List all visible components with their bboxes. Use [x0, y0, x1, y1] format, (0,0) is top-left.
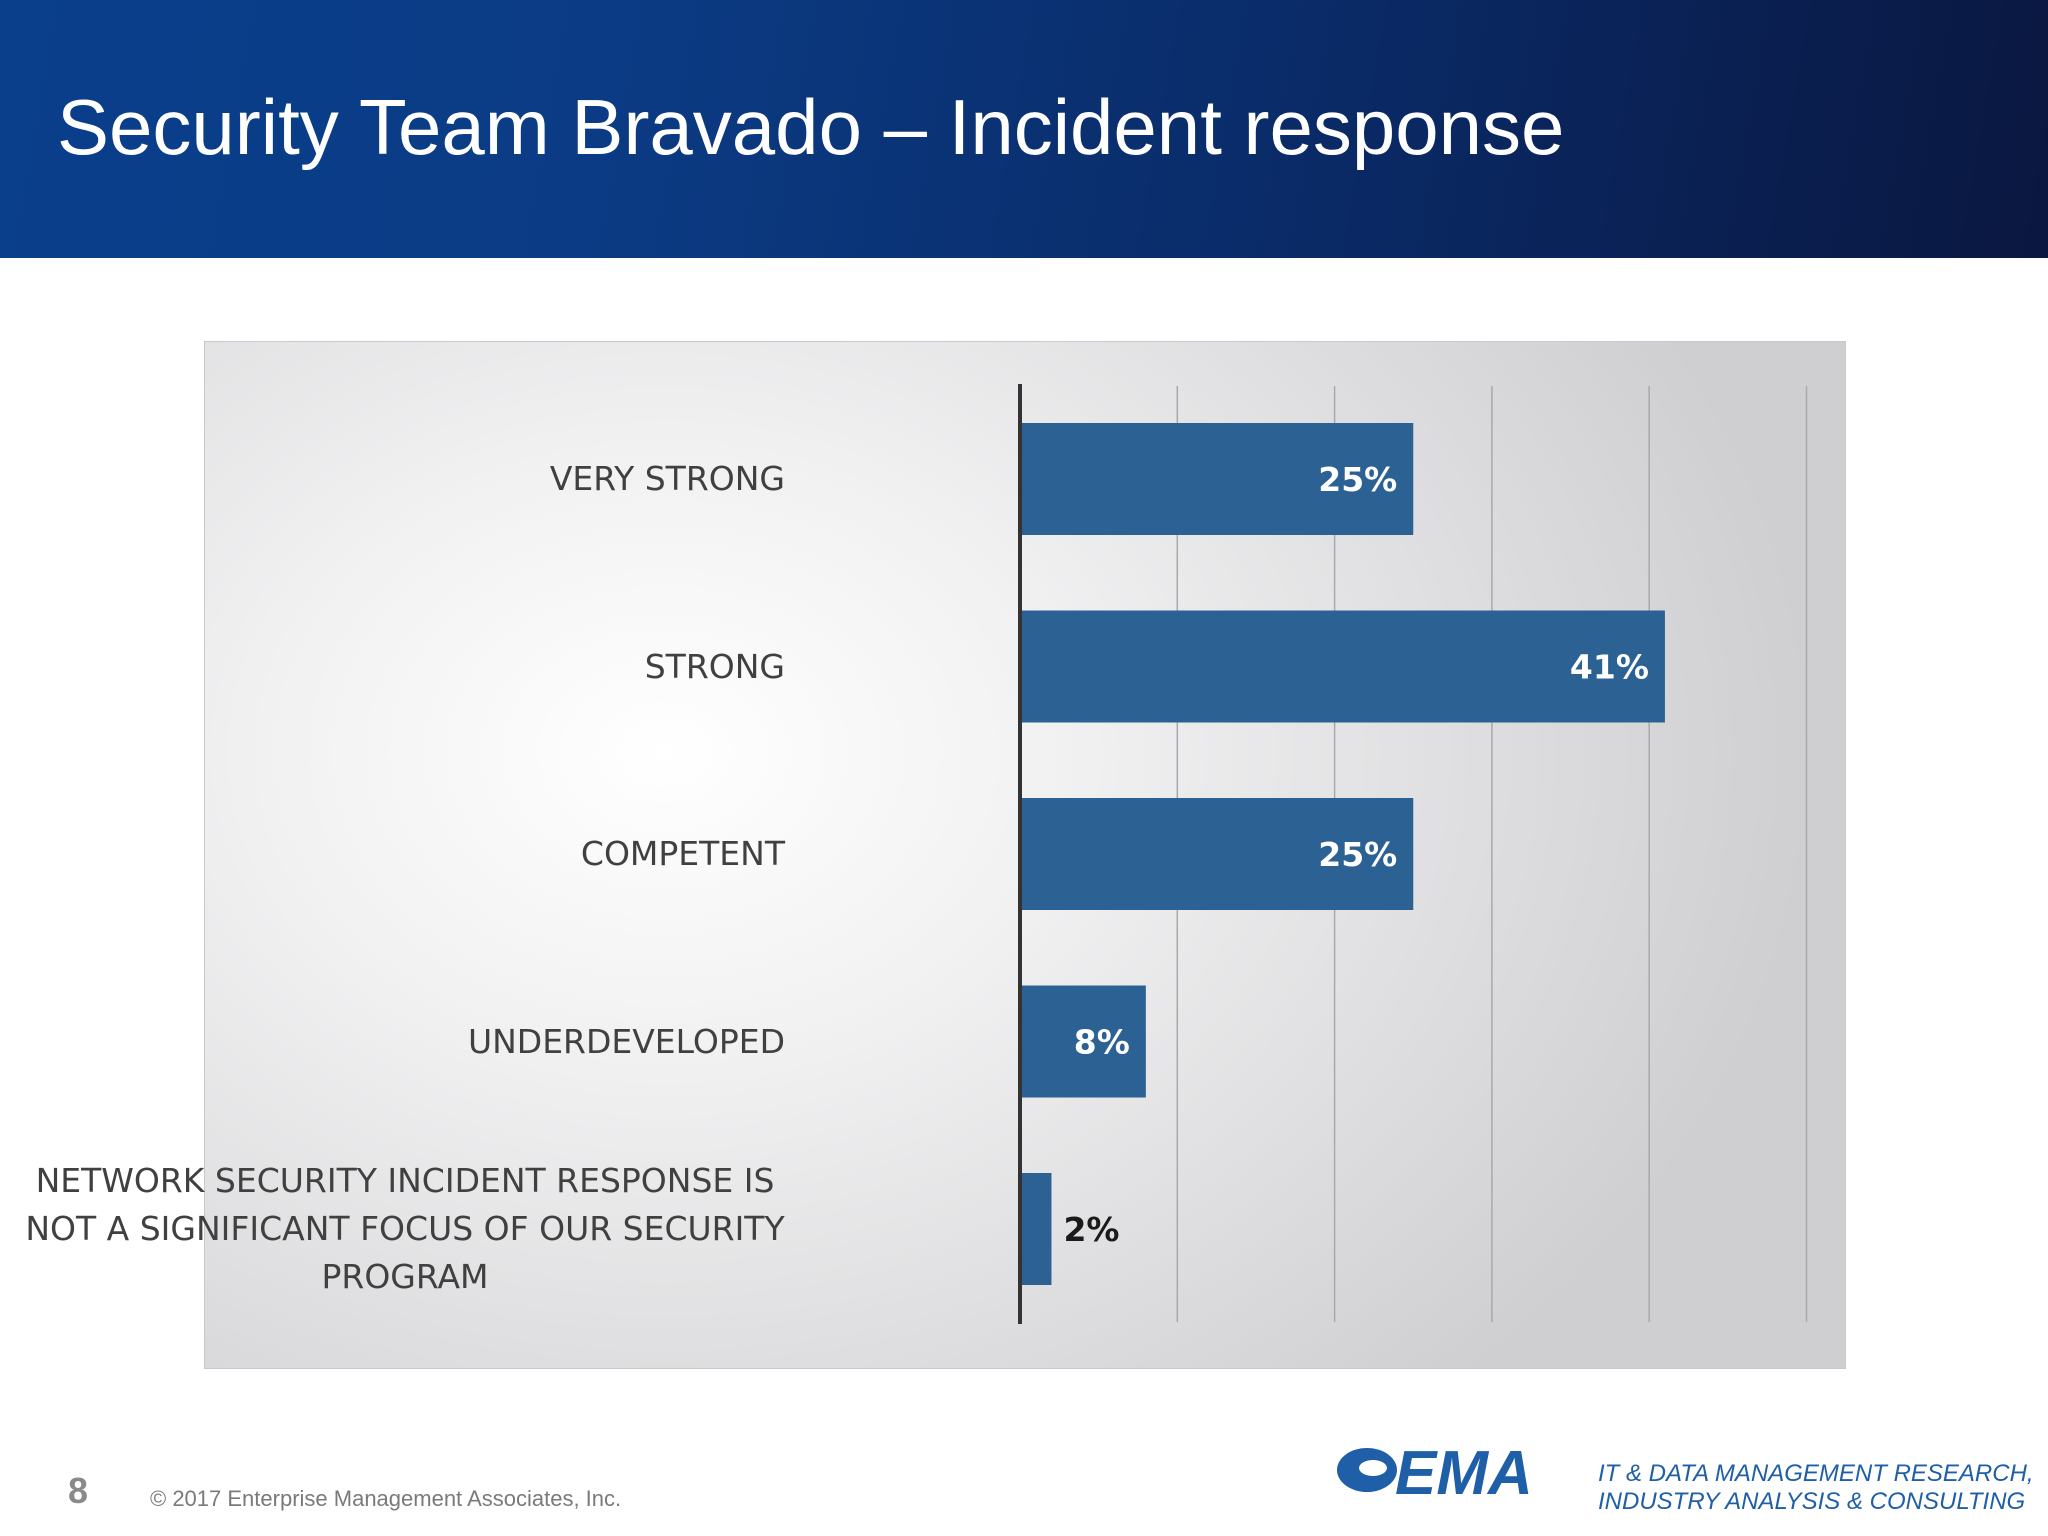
category-label-line: PROGRAM — [321, 1257, 489, 1296]
category-label: STRONG — [25, 643, 785, 691]
bar — [1020, 798, 1414, 910]
bar — [1020, 610, 1665, 723]
category-label: UNDERDEVELOPED — [25, 1018, 785, 1066]
category-label-line: COMPETENT — [580, 834, 785, 873]
category-label-line: NETWORK SECURITY INCIDENT RESPONSE IS — [35, 1161, 775, 1200]
slide-title: Security Team Bravado – Incident respons… — [57, 83, 1565, 171]
chart-panel: 25% 41% 25% 8% 2% VERY STRONG STRONG COMPETENT… — [25, 341, 1846, 1369]
data-label: 25% — [1318, 835, 1397, 874]
bar — [1020, 985, 1146, 1098]
tagline-line-2: INDUSTRY ANALYSIS & CONSULTING — [1598, 1488, 2026, 1515]
ema-logo: EMA — [1337, 1439, 1533, 1508]
logo-text: EMA — [1395, 1439, 1533, 1508]
data-label: 8% — [1074, 1023, 1130, 1062]
slide-header: Security Team Bravado – Incident respons… — [0, 0, 2048, 258]
category-label: NETWORK SECURITY INCIDENT RESPONSE IS NOT… — [25, 1157, 785, 1301]
bar — [1020, 423, 1414, 535]
data-label: 41% — [1570, 648, 1649, 687]
category-label: COMPETENT — [25, 830, 785, 878]
copyright-notice: © 2017 Enterprise Management Associates,… — [150, 1486, 622, 1511]
category-label: VERY STRONG — [25, 455, 785, 503]
tagline: IT & DATA MANAGEMENT RESEARCH, INDUSTRY … — [1598, 1460, 2034, 1516]
page-number: 8 — [68, 1470, 89, 1511]
category-label-line: VERY STRONG — [549, 459, 785, 498]
bar — [1020, 1173, 1052, 1285]
data-label: 2% — [1063, 1210, 1119, 1249]
category-label-line: NOT A SIGNIFICANT FOCUS OF OUR SECURITY — [25, 1209, 785, 1248]
tagline-line-1: IT & DATA MANAGEMENT RESEARCH, — [1598, 1460, 2034, 1487]
data-label: 25% — [1318, 460, 1397, 499]
category-label-line: UNDERDEVELOPED — [467, 1021, 785, 1061]
category-label-line: STRONG — [644, 646, 785, 686]
bar-chart: 25% 41% 25% 8% 2% — [1018, 384, 1808, 1324]
